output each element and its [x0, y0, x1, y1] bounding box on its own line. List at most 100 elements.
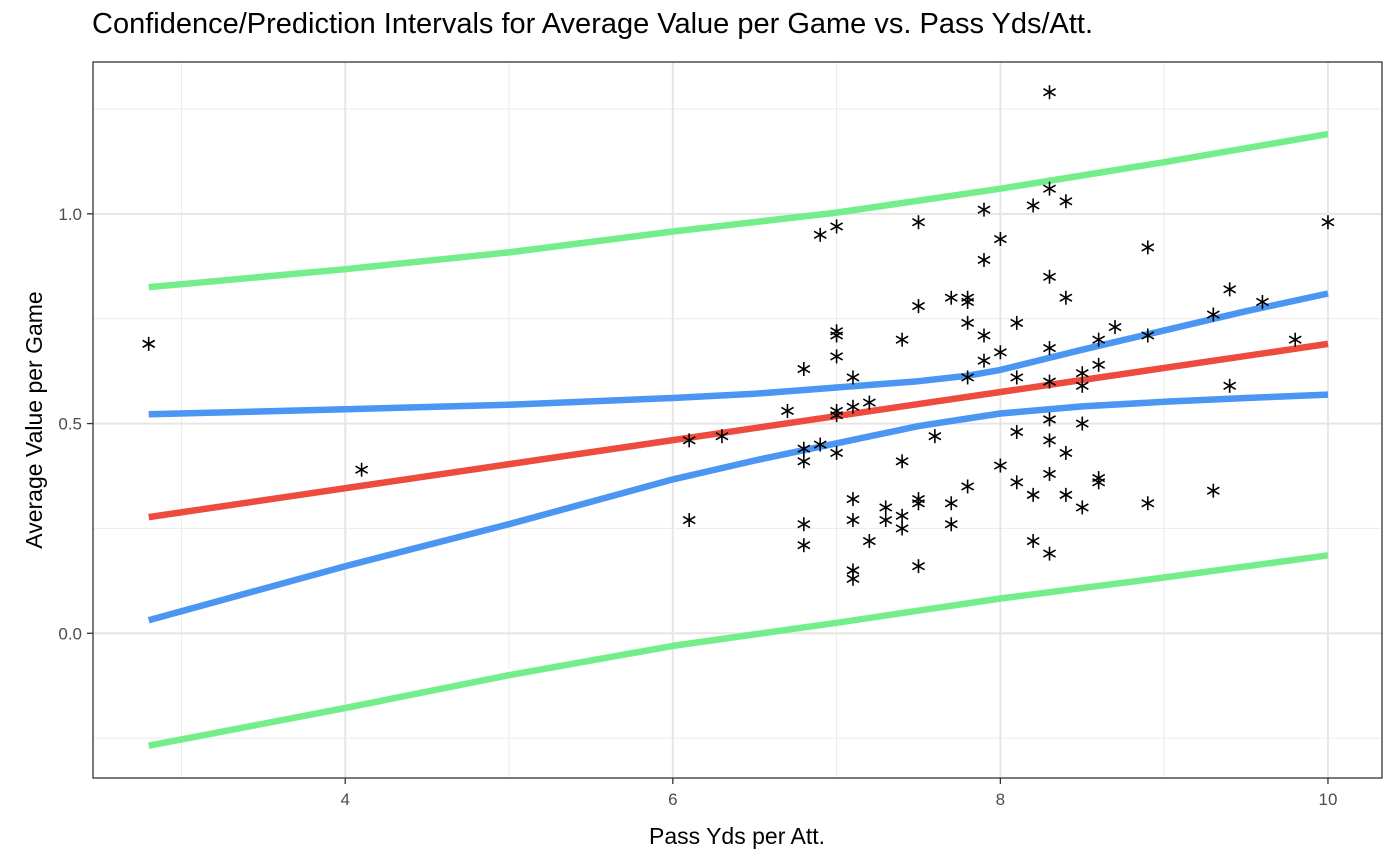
data-point	[961, 479, 975, 494]
data-point	[1010, 315, 1024, 330]
data-point	[142, 336, 156, 351]
data-point	[797, 454, 811, 469]
data-point	[944, 517, 958, 532]
data-point	[1321, 215, 1335, 230]
data-point	[1043, 374, 1056, 389]
data-point	[912, 496, 925, 511]
data-point	[1043, 546, 1056, 561]
data-point	[682, 513, 696, 528]
data-point	[1010, 475, 1024, 490]
data-point	[912, 559, 925, 574]
y-tick-label: 0.5	[58, 415, 82, 434]
data-point	[715, 429, 729, 444]
data-point	[797, 538, 811, 553]
data-point	[1043, 433, 1056, 448]
data-point	[830, 349, 844, 364]
data-point	[1206, 307, 1220, 322]
data-point	[1043, 341, 1056, 356]
series-line-confidence-upper	[148, 290, 1329, 418]
data-point	[1059, 290, 1073, 305]
data-point	[895, 332, 909, 347]
data-point	[1043, 269, 1056, 284]
data-point	[944, 290, 958, 305]
data-point	[1059, 445, 1073, 460]
data-points	[142, 85, 1335, 586]
data-point	[879, 513, 893, 528]
series-lines	[147, 130, 1329, 749]
data-point	[1206, 483, 1220, 498]
series-line-fit	[148, 340, 1329, 521]
data-point	[928, 429, 942, 444]
x-tick-label: 8	[996, 790, 1005, 809]
y-axis: 0.0 0.5 1.0	[58, 205, 93, 643]
series-line-prediction-upper	[148, 130, 1329, 291]
data-point	[1026, 198, 1040, 213]
data-point	[977, 328, 991, 343]
data-point	[355, 462, 369, 477]
x-tick-label: 4	[340, 790, 349, 809]
series-line-prediction-lower	[148, 552, 1329, 749]
x-tick-label: 10	[1318, 790, 1337, 809]
data-point	[1223, 282, 1237, 297]
data-point	[813, 437, 827, 452]
data-point	[993, 458, 1007, 473]
data-point	[1223, 378, 1237, 393]
data-point	[862, 395, 876, 410]
data-point	[961, 315, 975, 330]
data-point	[1026, 487, 1040, 502]
data-point	[1075, 378, 1089, 393]
data-point	[846, 492, 860, 507]
data-point	[1010, 370, 1024, 385]
data-point	[797, 362, 811, 377]
data-point	[961, 294, 975, 309]
data-point	[1043, 466, 1056, 481]
data-point	[862, 534, 876, 549]
major-gridlines	[93, 62, 1382, 778]
data-point	[1092, 357, 1106, 372]
panel-border	[92, 61, 1383, 779]
data-point	[977, 353, 991, 368]
data-point	[1092, 475, 1106, 490]
data-point	[1059, 194, 1073, 209]
y-tick-label: 1.0	[58, 205, 82, 224]
data-point	[846, 571, 860, 586]
x-axis-title: Pass Yds per Att.	[649, 823, 825, 849]
data-point	[977, 252, 991, 267]
data-point	[1092, 332, 1106, 347]
data-point	[813, 227, 827, 242]
data-point	[1075, 416, 1089, 431]
data-point	[895, 521, 909, 536]
data-point	[1288, 332, 1302, 347]
data-point	[879, 500, 893, 515]
data-point	[1010, 424, 1024, 439]
data-point	[846, 370, 860, 385]
data-point	[1141, 240, 1155, 255]
data-point	[895, 454, 909, 469]
data-point	[1026, 534, 1040, 549]
data-point	[977, 202, 991, 217]
data-point	[1043, 85, 1056, 100]
data-point	[1255, 294, 1269, 309]
data-point	[912, 299, 925, 314]
x-tick-label: 6	[668, 790, 677, 809]
data-point	[797, 441, 811, 456]
data-point	[780, 403, 794, 418]
data-point	[830, 445, 844, 460]
y-axis-title: Average Value per Game	[21, 291, 47, 548]
data-point	[1043, 181, 1056, 196]
data-point	[912, 215, 925, 230]
data-point	[1059, 487, 1073, 502]
data-point	[830, 408, 844, 423]
panel-background	[93, 62, 1382, 778]
data-point	[1075, 366, 1089, 381]
data-point	[797, 517, 811, 532]
data-point	[961, 370, 975, 385]
chart-title: Confidence/Prediction Intervals for Aver…	[92, 8, 1094, 40]
data-point	[1141, 496, 1155, 511]
data-point	[846, 513, 860, 528]
x-axis: 4 6 8 10	[340, 778, 1337, 809]
data-point	[993, 232, 1007, 247]
data-point	[830, 219, 844, 234]
data-point	[944, 496, 958, 511]
